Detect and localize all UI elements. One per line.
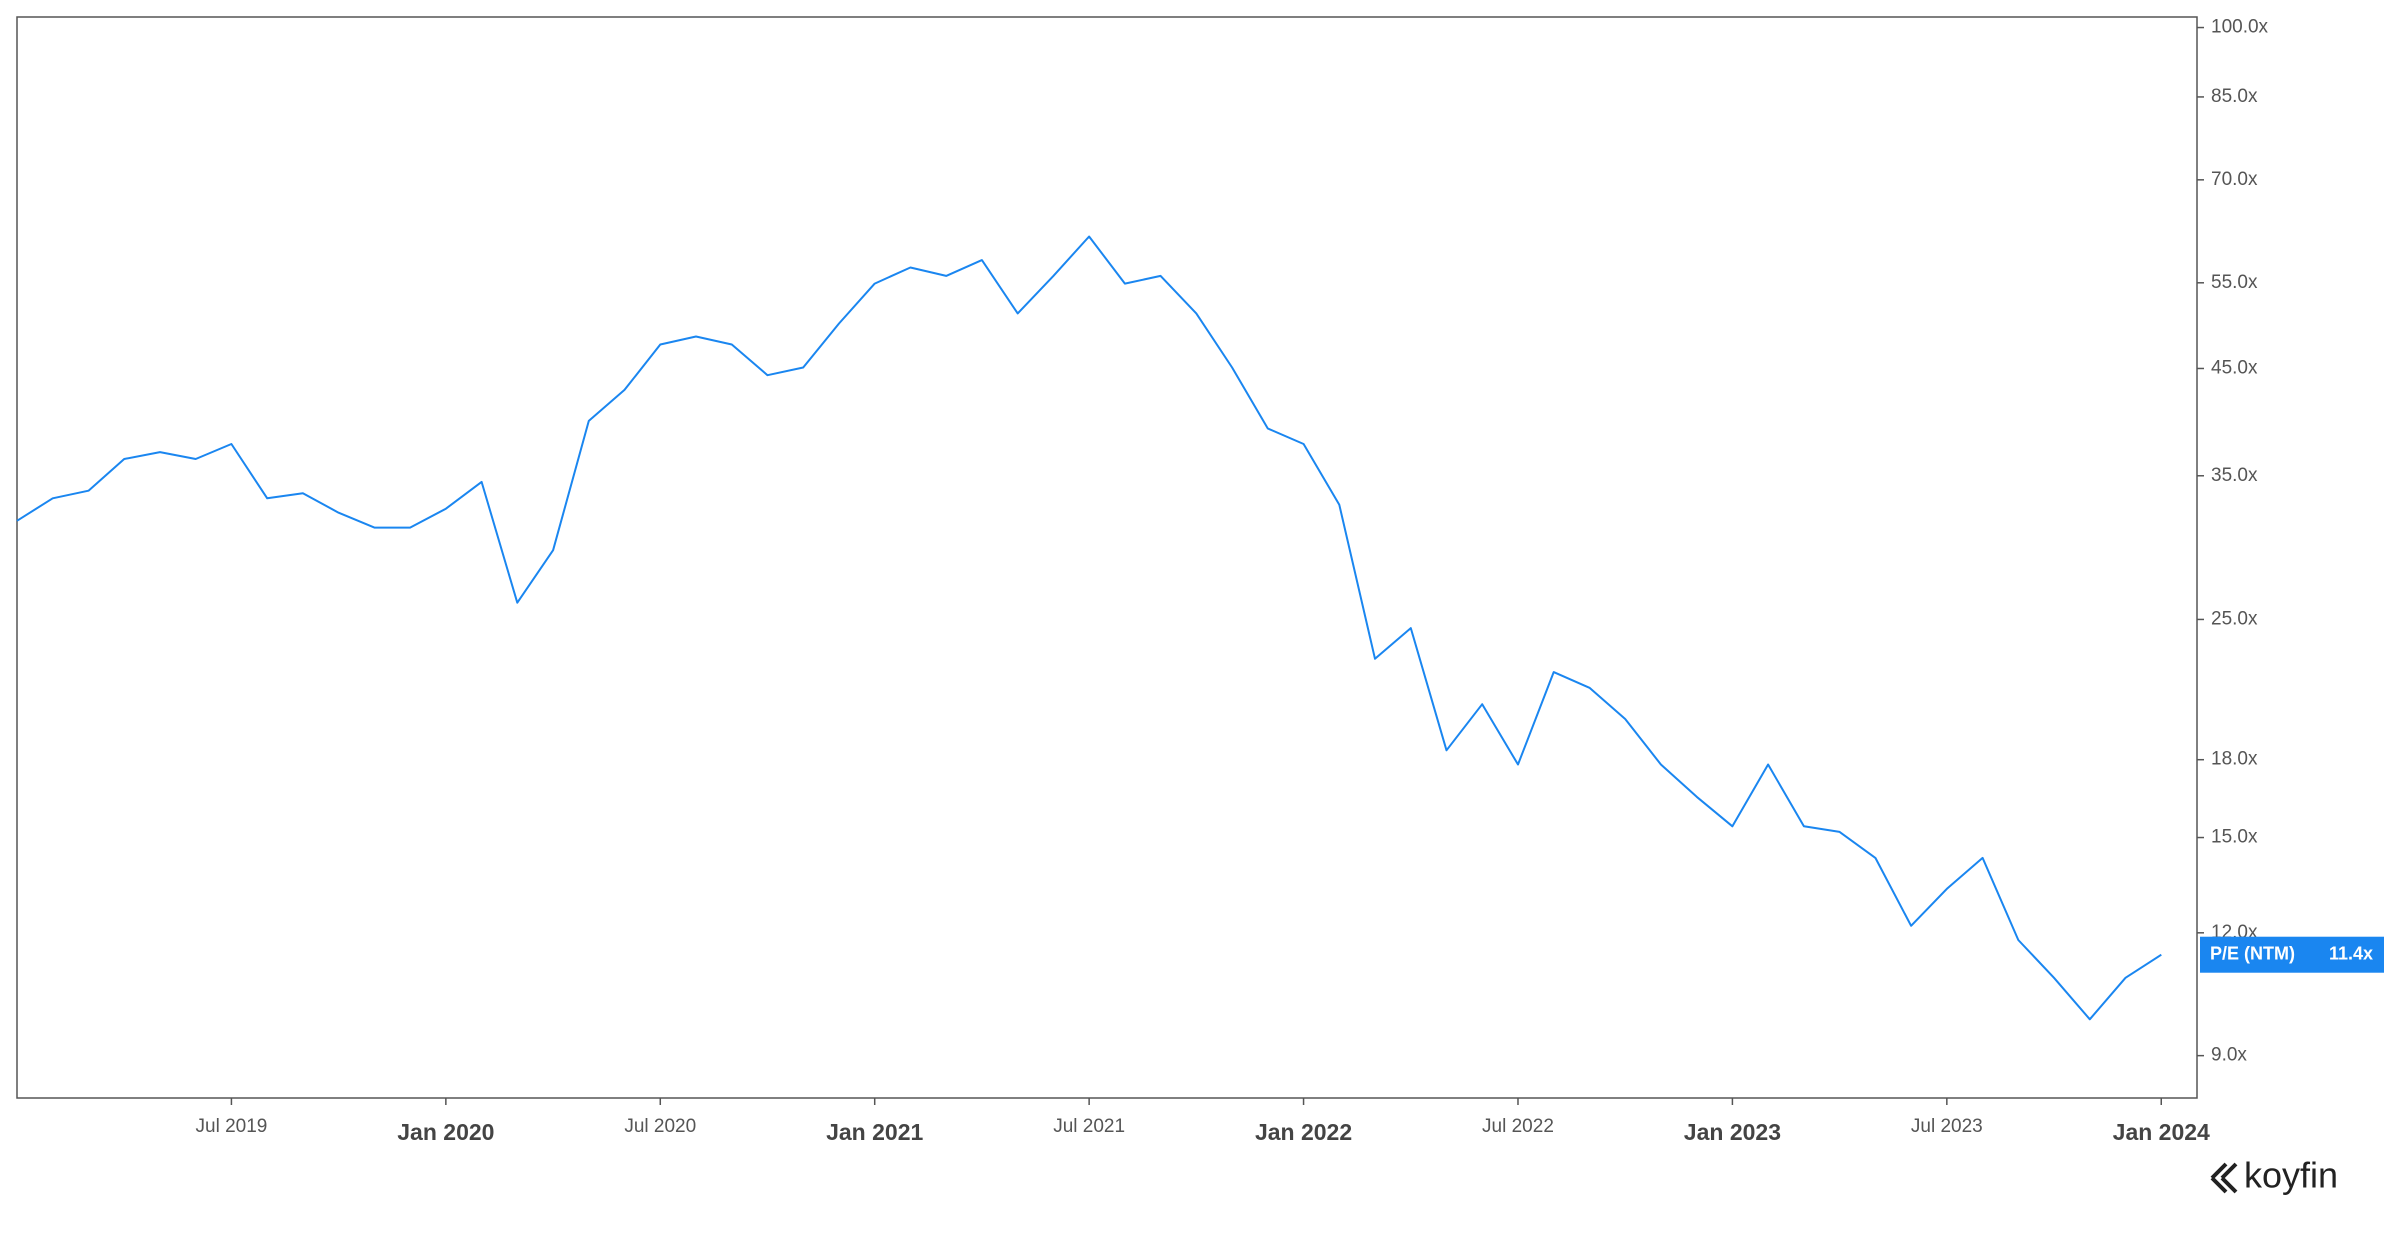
y-tick-label: 45.0x bbox=[2211, 357, 2258, 378]
y-tick-label: 100.0x bbox=[2211, 17, 2269, 38]
x-tick-label: Jan 2021 bbox=[826, 1119, 923, 1145]
logo: koyfin bbox=[2210, 1155, 2338, 1196]
plot-frame bbox=[16, 16, 2198, 1099]
logo-text: koyfin bbox=[2244, 1155, 2338, 1196]
x-tick-label: Jan 2023 bbox=[1684, 1119, 1781, 1145]
current-value-box bbox=[2200, 936, 2384, 973]
x-tick-label: Jan 2022 bbox=[1255, 1119, 1352, 1145]
y-tick-label: 35.0x bbox=[2211, 465, 2258, 486]
x-tick-label: Jan 2024 bbox=[2113, 1119, 2210, 1145]
x-tick-label: Jan 2020 bbox=[397, 1119, 494, 1145]
y-tick-label: 18.0x bbox=[2211, 749, 2258, 770]
x-tick-label: Jul 2022 bbox=[1482, 1116, 1554, 1137]
logo-icon bbox=[2210, 1162, 2238, 1194]
x-tick-label: Jul 2019 bbox=[196, 1116, 268, 1137]
x-tick-label: Jul 2021 bbox=[1053, 1116, 1125, 1137]
x-tick-label: Jul 2023 bbox=[1911, 1116, 1983, 1137]
y-tick-label: 15.0x bbox=[2211, 827, 2258, 848]
y-tick-label: 9.0x bbox=[2211, 1045, 2247, 1066]
y-tick-label: 55.0x bbox=[2211, 272, 2258, 293]
series-line bbox=[16, 235, 2162, 1021]
x-tick-label: Jul 2020 bbox=[624, 1116, 696, 1137]
current-value-name: P/E (NTM) bbox=[2210, 943, 2295, 963]
current-value-label: 11.4x bbox=[2329, 943, 2373, 963]
y-tick-label: 70.0x bbox=[2211, 169, 2258, 190]
y-tick-label: 25.0x bbox=[2211, 608, 2258, 629]
y-tick-label: 85.0x bbox=[2211, 86, 2258, 107]
